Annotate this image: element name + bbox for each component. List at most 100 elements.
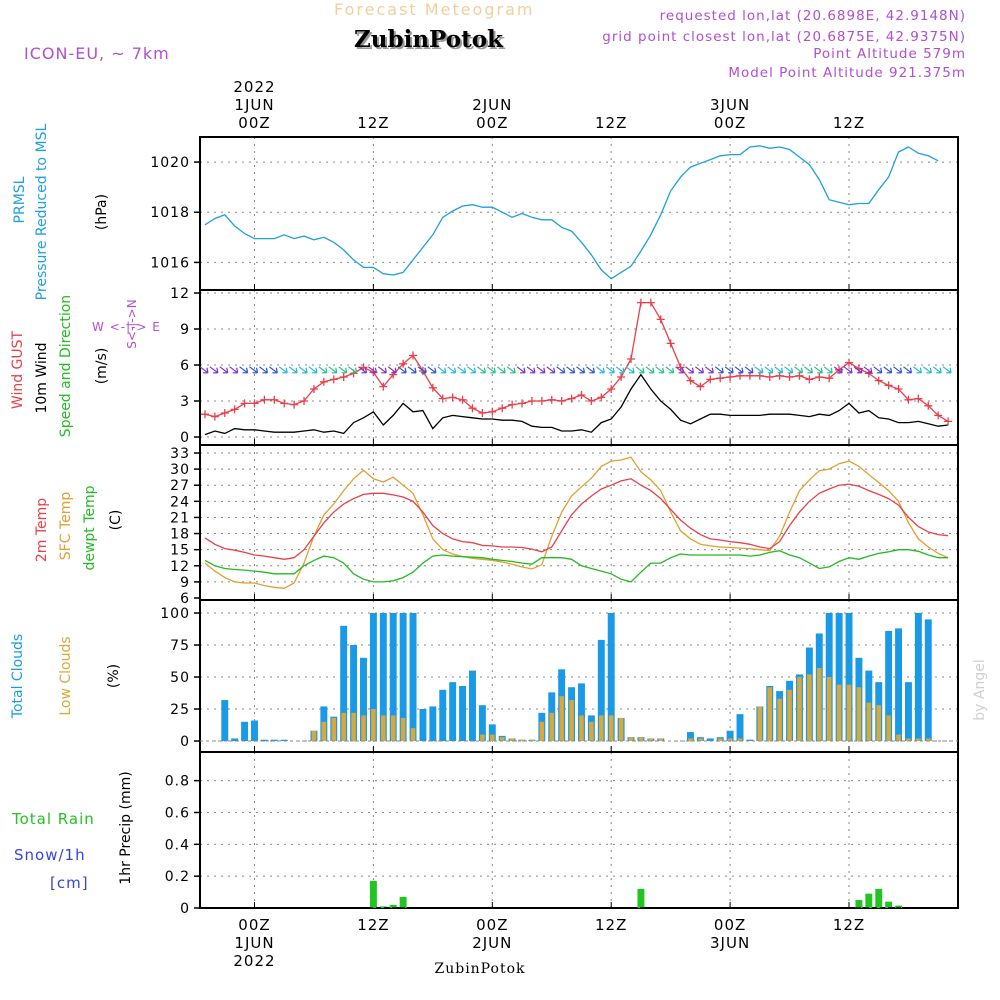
top-time-label: 1JUN [234,96,274,114]
low-cloud-bar [826,677,832,741]
bottom-time-label: 3JUN [710,934,750,952]
wind-direction-arrow [467,366,477,374]
point-altitude: Point Altitude 579m [813,46,966,62]
gust-marker [557,397,566,405]
total-cloud-bar [726,730,734,741]
wind-direction-arrow [833,366,843,374]
top-year-label: 2022 [233,78,275,96]
low-cloud-bar [371,709,376,741]
wind-direction-arrow [308,366,318,374]
gust-marker [399,359,408,368]
y-tick-label: 9 [180,575,190,591]
chart-title: Forecast Meteogram [334,0,535,19]
low-cloud-bar [509,738,515,741]
y-tick-label: 12 [170,286,190,302]
gust-marker [706,375,715,384]
low-cloud-bar [817,668,822,741]
prmsl-unit: (hPa) [94,194,110,230]
precip-frame [199,751,959,909]
low-cloud-bar [856,687,862,741]
y-tick-label: 6 [180,358,190,374]
gust-marker [478,409,487,417]
precip-bar [865,893,873,908]
compass-ns: S<-|->N [125,299,139,348]
gust-marker [944,417,953,426]
y-tick-label: 0 [180,901,190,917]
bottom-time-label: 12Z [357,916,389,934]
low-clouds-label: Low Clouds [58,636,74,715]
wind-direction-label: Speed and Direction [58,295,74,437]
gust-marker [646,298,655,307]
y-tick-label: 1016 [150,255,190,271]
total-cloud-bar [478,705,486,741]
y-tick-label: 0.8 [165,774,190,790]
gust-marker [518,399,527,408]
bottom-time-label: 12Z [595,916,627,934]
top-time-label: 00Z [714,114,746,132]
gust-marker [577,391,586,399]
precip-bar [895,905,903,908]
total-cloud-bar [231,738,239,741]
wind-direction-arrow [922,366,932,374]
low-cloud-bar [688,738,693,741]
low-cloud-bar [658,738,664,741]
wind-direction-arrow [685,366,695,374]
gust-marker [448,393,457,402]
wind-direction-arrow [377,366,387,374]
y-tick-label: 1020 [150,155,190,171]
wind-direction-arrow [615,366,625,374]
wind-direction-arrow [219,366,229,374]
wind-gust-label: Wind GUST [10,330,26,409]
wind-direction-arrow [853,366,863,374]
gust-marker [329,375,338,384]
low-cloud-bar [727,738,733,741]
gust-marker [805,375,814,384]
gust-marker [379,382,388,391]
gust-marker [567,394,576,403]
wind-direction-arrow [536,366,546,374]
gust-marker [617,373,626,381]
y-tick-label: 18 [170,527,190,543]
wind-direction-arrow [259,366,268,374]
total-cloud-bar [845,613,853,741]
total-cloud-bar [924,619,932,741]
low-cloud-bar [638,737,644,741]
wind-direction-arrow [724,366,734,374]
wind-direction-arrow [268,366,278,374]
total-cloud-bar [449,682,457,741]
low-cloud-bar [737,738,743,741]
gust-marker [666,339,675,348]
gust-marker [587,397,596,405]
pressure-panel: 1016 1018 1020 [150,136,959,291]
wind-direction-arrow [675,366,685,374]
total-cloud-bar [360,657,367,741]
gust-line [204,301,949,422]
total-cloud-bar [597,639,605,741]
sfc-temp-line [204,456,949,589]
low-cloud-bar [698,738,703,741]
total-cloud-bar [419,709,427,741]
bottom-time-label: 12Z [833,916,865,934]
gust-marker [458,395,467,404]
y-tick-label: 0.4 [165,837,190,853]
wind-direction-arrow [635,366,645,374]
low-cloud-bar [529,739,535,741]
wind-direction-arrow [794,366,804,374]
gust-marker [656,315,665,324]
y-tick-label: 30 [170,462,190,478]
low-cloud-bar [628,737,634,741]
wind10-line [204,373,949,436]
gust-marker [260,395,269,404]
wind-direction-arrow [843,366,853,374]
low-cloud-bar [549,712,555,741]
wind-direction-arrow [873,366,883,374]
y-tick-label: 0.6 [165,805,190,821]
low-cloud-bar [499,737,505,741]
low-cloud-bar [846,684,852,741]
total-cloud-bar [241,721,249,741]
gust-marker [547,395,556,404]
gust-marker [785,373,794,381]
total-cloud-bar [399,613,407,741]
wind-direction-arrow [348,366,358,374]
